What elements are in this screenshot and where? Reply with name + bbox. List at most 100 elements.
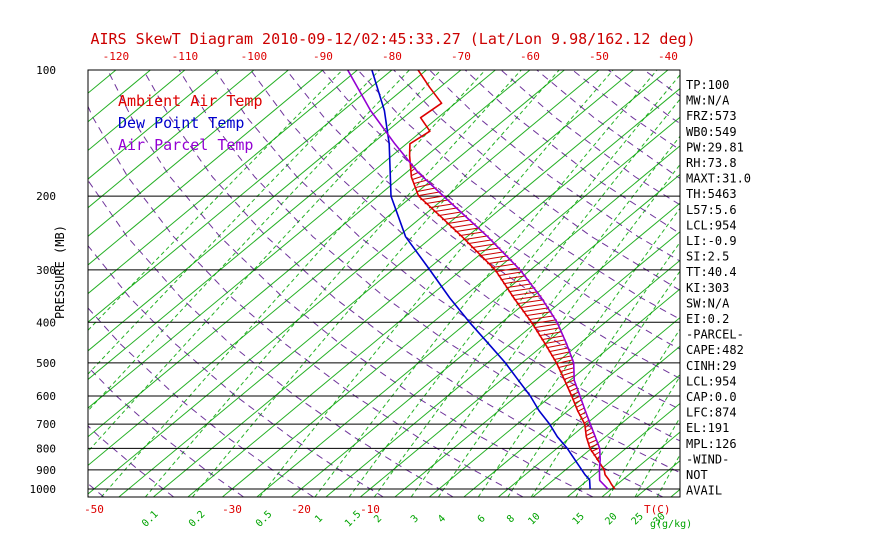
- mixing-ratio-tick-label: 2: [372, 513, 384, 525]
- mixing-ratio-line: [608, 375, 680, 497]
- dry-adiabat-line: [286, 70, 680, 380]
- isotherm-line: [88, 70, 496, 409]
- mixing-ratio-line: [348, 74, 680, 497]
- isotherm-line: [118, 70, 634, 497]
- mixing-ratio-line: [88, 70, 442, 453]
- mixing-ratio-tick-label: 6: [476, 513, 488, 525]
- mixing-ratio-line: [634, 416, 680, 497]
- stats-line: L57:5.6: [686, 203, 737, 217]
- cape-hatch-line: [516, 299, 545, 305]
- dry-adiabat-line: [321, 70, 680, 350]
- cape-hatch-line: [566, 383, 577, 389]
- cape-hatch-line: [508, 287, 536, 293]
- cape-hatch-line: [424, 199, 450, 205]
- cape-hatch-line: [536, 327, 561, 333]
- cape-hatch-line: [588, 443, 599, 449]
- pressure-tick-label: 300: [36, 264, 56, 277]
- cape-hatch-line: [420, 195, 446, 201]
- dry-adiabat-line: [88, 105, 524, 497]
- mixing-ratio-line: [88, 70, 380, 375]
- pressure-tick-label: 700: [36, 418, 56, 431]
- mixing-ratio-tick-label: 10: [526, 511, 542, 527]
- dry-adiabat-line: [88, 366, 244, 497]
- cape-hatch-line: [553, 355, 572, 361]
- isotherm-line: [0, 70, 47, 497]
- cape-hatch-line: [441, 215, 468, 221]
- stats-line: MW:N/A: [686, 94, 730, 108]
- cape-hatch-line: [491, 263, 517, 269]
- mixing-ratio-tick-label: 20: [603, 511, 619, 527]
- cape-hatch-line: [463, 235, 489, 241]
- legend-item: Dew Point Temp: [118, 114, 244, 132]
- bottom-temp-tick-label: -50: [84, 503, 104, 516]
- stats-line: SI:2.5: [686, 250, 729, 264]
- dry-adiabat-line: [214, 70, 680, 442]
- bottom-temp-tick-labels: -50 -30 -20 -10: [84, 503, 380, 516]
- stats-line: AVAIL: [686, 484, 722, 498]
- parcel-curve: [347, 70, 609, 490]
- legend-item: Ambient Air Temp: [118, 92, 263, 110]
- cape-hatch-line: [417, 191, 441, 197]
- dry-adiabat-line: [88, 179, 454, 497]
- mixing-ratio-line: [373, 98, 680, 497]
- isotherm-line: [88, 70, 600, 495]
- dry-adiabat-line: [643, 70, 680, 97]
- stats-line: CAPE:482: [686, 343, 744, 357]
- cape-hatch-line: [446, 219, 472, 225]
- cape-hatch-line: [471, 243, 497, 249]
- mixing-ratio-tick-label: 8: [505, 513, 517, 525]
- cape-hatch-line: [428, 203, 454, 209]
- cape-hatch-line: [559, 367, 575, 373]
- top-temp-tick-label: -80: [382, 50, 402, 63]
- legend: Ambient Air Temp Dew Point Temp Air Parcel…: [118, 92, 263, 154]
- stats-line: CAP:0.0: [686, 390, 737, 404]
- stats-line: -PARCEL-: [686, 328, 744, 342]
- cape-hatch-line: [505, 283, 533, 289]
- temp-unit-label: T(C): [644, 503, 671, 516]
- stats-line: TP:100: [686, 78, 729, 92]
- cape-hatch-line: [563, 375, 575, 381]
- stats-line: CINH:29: [686, 359, 737, 373]
- stats-line: PW:29.81: [686, 140, 744, 154]
- dry-adiabat-line: [250, 70, 680, 410]
- cape-hatch-line: [458, 231, 485, 237]
- stats-line: MPL:126: [686, 437, 737, 451]
- stats-line: NOT: [686, 468, 708, 482]
- mixing-ratio-tick-label: 4: [436, 513, 448, 525]
- pressure-tick-label: 900: [36, 464, 56, 477]
- pressure-tick-label: 500: [36, 357, 56, 370]
- cape-hatch-line: [511, 291, 539, 297]
- isotherm-line: [429, 288, 680, 497]
- isotherm-line: [498, 345, 680, 497]
- cape-hatch-line: [454, 227, 481, 233]
- stats-line: LFC:874: [686, 406, 737, 420]
- dry-adiabat-line: [142, 70, 664, 497]
- stats-line: SW:N/A: [686, 296, 730, 310]
- mixing-ratio-tick-labels: 0.1 0.2 0.5 1 1.5 2 3 4 6 8 10 15 20 25 30: [140, 509, 668, 530]
- plot-border: [87, 69, 681, 498]
- sounding-curves: [347, 70, 616, 490]
- isotherm-line: [463, 316, 680, 497]
- cape-hatch-line: [565, 379, 575, 385]
- cape-hatch-line: [528, 315, 555, 321]
- isotherm-line: [222, 116, 680, 497]
- mixing-ratio-tick-label: 1: [313, 513, 325, 525]
- top-temp-tick-label: -110: [172, 50, 199, 63]
- cape-hatch-line: [546, 343, 568, 349]
- mixing-ratio-line: [100, 70, 486, 497]
- cape-hatch-line: [416, 187, 437, 193]
- dry-adiabat-line: [357, 70, 680, 320]
- mixing-unit-label: g(g/kg): [650, 519, 692, 530]
- cape-hatch-line: [475, 247, 501, 253]
- top-temp-tick-labels: -120 -110 -100 -90 -80 -70 -60 -50 -40: [103, 50, 678, 63]
- dry-adiabat-line: [464, 70, 680, 235]
- mixing-ratio-line: [192, 70, 560, 497]
- cape-hatch-line: [555, 359, 574, 365]
- bottom-temp-tick-label: -30: [222, 503, 242, 516]
- cape-hatch-line: [531, 319, 557, 325]
- cape-hatch-line: [495, 267, 521, 273]
- bottom-temp-tick-label: -10: [360, 503, 380, 516]
- top-temp-tick-label: -120: [103, 50, 130, 63]
- mixing-ratio-tick-label: 3: [409, 513, 421, 525]
